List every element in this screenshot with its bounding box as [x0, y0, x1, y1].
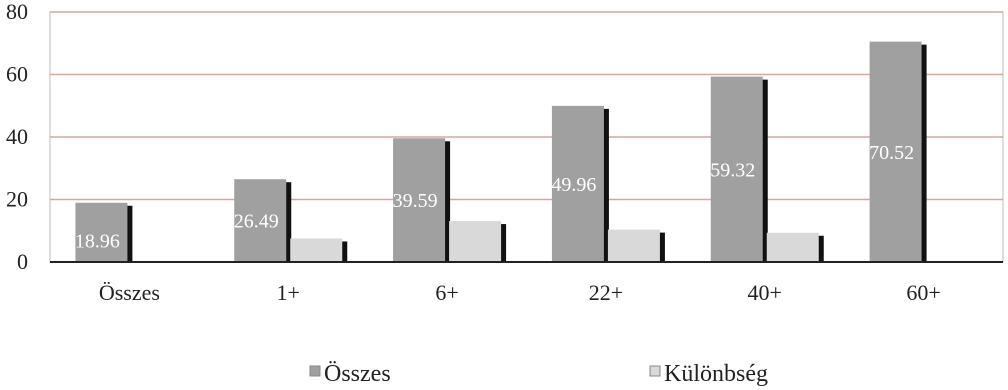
y-tick-label: 20 — [6, 187, 28, 212]
x-tick-label: 22+ — [589, 280, 623, 305]
bar-kulonbseg — [449, 221, 502, 262]
x-axis: Összes 1+ 6+ 22+ 40+ 60+ — [50, 261, 1003, 305]
x-tick-label: 60+ — [906, 280, 940, 305]
legend: Összes Különbség — [309, 361, 768, 387]
bar-kulonbseg — [607, 229, 660, 262]
bar-osszes — [551, 105, 604, 262]
gridlines — [49, 11, 1004, 263]
data-label: 59.32 — [710, 159, 755, 181]
data-label: 18.96 — [75, 230, 120, 252]
bar-osszes — [234, 179, 287, 262]
legend-label: Különbség — [664, 361, 768, 387]
bar-osszes — [393, 138, 446, 262]
bar-osszes — [710, 76, 763, 262]
bar-osszes — [869, 41, 922, 262]
legend-swatch — [309, 365, 321, 377]
data-label: 26.49 — [234, 211, 279, 233]
bar-osszes — [75, 202, 128, 262]
data-labels: 18.96 26.49 39.59 49.96 59.32 70.52 — [75, 142, 914, 253]
data-label: 49.96 — [551, 174, 596, 196]
y-tick-label: 0 — [17, 249, 28, 274]
y-tick-label: 60 — [6, 62, 28, 87]
y-tick-label: 40 — [6, 124, 28, 149]
bars — [75, 41, 927, 262]
bar-kulonbseg — [766, 232, 819, 262]
y-tick-label: 80 — [6, 0, 28, 24]
y-axis: 0 20 40 60 80 — [6, 0, 28, 274]
data-label: 70.52 — [869, 142, 914, 164]
x-tick-label: 1+ — [277, 280, 300, 305]
legend-swatch — [649, 365, 661, 377]
data-label: 39.59 — [393, 190, 438, 212]
legend-label: Összes — [324, 361, 391, 387]
x-tick-label: 6+ — [435, 280, 458, 305]
x-tick-label: 40+ — [748, 280, 782, 305]
x-tick-label: Összes — [99, 280, 160, 305]
bar-kulonbseg — [290, 238, 343, 262]
